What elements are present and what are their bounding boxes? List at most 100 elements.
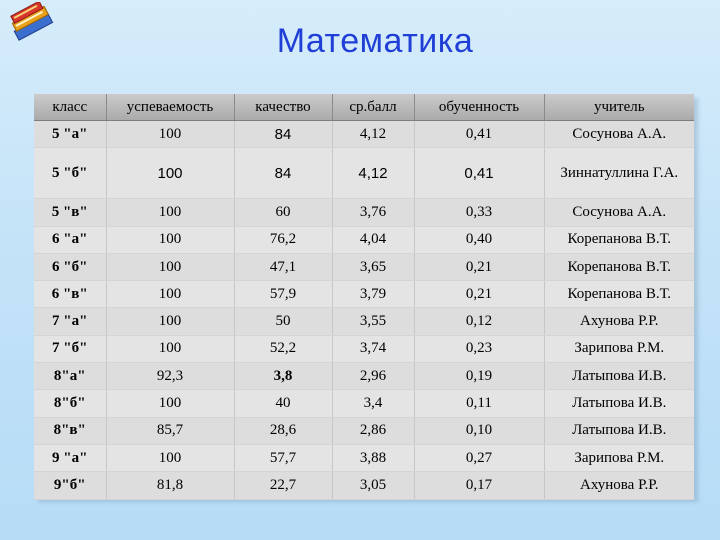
- table-row: 6 "а" 100 76,2 4,04 0,40 Корепанова В.Т.: [34, 226, 694, 254]
- table-row: 5 "а" 100 84 4,12 0,41 Сосунова А.А.: [34, 120, 694, 149]
- cell-class: 5 "а": [34, 120, 107, 149]
- cell-learning: 0,41: [414, 147, 545, 200]
- header-quality: качество: [234, 94, 333, 121]
- cell-teacher: Латыпова И.В.: [544, 362, 694, 391]
- cell-learning: 0,40: [414, 226, 545, 254]
- cell-teacher: Корепанова В.Т.: [544, 280, 694, 309]
- header-learning: обученность: [414, 94, 545, 121]
- cell-quality: 57,7: [234, 444, 333, 473]
- table-row: 6 "б" 100 47,1 3,65 0,21 Корепанова В.Т.: [34, 253, 694, 282]
- cell-quality: 22,7: [234, 471, 333, 500]
- cell-teacher: Латыпова И.В.: [544, 389, 694, 418]
- table-row: 7 "б" 100 52,2 3,74 0,23 Зарипова Р.М.: [34, 335, 694, 364]
- cell-quality: 84: [234, 147, 333, 200]
- cell-learning: 0,33: [414, 198, 545, 227]
- cell-teacher: Корепанова В.Т.: [544, 226, 694, 254]
- cell-average: 2,96: [332, 362, 415, 391]
- grades-table: класс успеваемость качество ср.балл обученно…: [34, 94, 694, 500]
- cell-class: 8"в": [34, 417, 107, 445]
- table-row: 8"в" 85,7 28,6 2,86 0,10 Латыпова И.В.: [34, 417, 694, 445]
- table-header-row: класс успеваемость качество ср.балл обученно…: [34, 94, 694, 121]
- cell-progress: 92,3: [106, 362, 235, 391]
- cell-progress: 100: [106, 280, 235, 309]
- cell-progress: 100: [106, 147, 235, 200]
- header-teacher: учитель: [544, 94, 694, 121]
- cell-average: 4,12: [332, 147, 415, 200]
- cell-quality: 60: [234, 198, 333, 227]
- table-row: 6 "в" 100 57,9 3,79 0,21 Корепанова В.Т.: [34, 280, 694, 309]
- header-average: ср.балл: [332, 94, 415, 121]
- cell-class: 7 "а": [34, 307, 107, 336]
- cell-teacher: Ахунова Р.Р.: [544, 307, 694, 336]
- cell-class: 7 "б": [34, 335, 107, 364]
- cell-teacher: Ахунова Р.Р.: [544, 471, 694, 500]
- cell-progress: 85,7: [106, 417, 235, 445]
- cell-quality: 47,1: [234, 253, 333, 282]
- cell-average: 2,86: [332, 417, 415, 445]
- page-title: Математика: [276, 22, 474, 60]
- cell-average: 3,55: [332, 307, 415, 336]
- table-row: 9 "а" 100 57,7 3,88 0,27 Зарипова Р.М.: [34, 444, 694, 473]
- cell-progress: 100: [106, 120, 235, 149]
- cell-class: 9 "а": [34, 444, 107, 473]
- cell-progress: 100: [106, 253, 235, 282]
- grades-table-container: класс успеваемость качество ср.балл обученно…: [34, 94, 694, 500]
- cell-average: 4,04: [332, 226, 415, 254]
- cell-average: 3,74: [332, 335, 415, 364]
- table-row: 8"б" 100 40 3,4 0,11 Латыпова И.В.: [34, 389, 694, 418]
- cell-learning: 0,23: [414, 335, 545, 364]
- cell-class: 5 "б": [34, 147, 107, 200]
- cell-quality: 57,9: [234, 280, 333, 309]
- cell-class: 9"б": [34, 471, 107, 500]
- cell-class: 8"б": [34, 389, 107, 418]
- cell-average: 3,79: [332, 280, 415, 309]
- cell-teacher: Сосунова А.А.: [544, 198, 694, 227]
- cell-average: 3,65: [332, 253, 415, 282]
- table-row: 8"а" 92,3 3,8 2,96 0,19 Латыпова И.В.: [34, 362, 694, 391]
- cell-quality: 40: [234, 389, 333, 418]
- cell-learning: 0,10: [414, 417, 545, 445]
- table-row: 5 "в" 100 60 3,76 0,33 Сосунова А.А.: [34, 198, 694, 227]
- cell-progress: 100: [106, 198, 235, 227]
- cell-learning: 0,41: [414, 120, 545, 149]
- cell-learning: 0,11: [414, 389, 545, 418]
- cell-teacher: Корепанова В.Т.: [544, 253, 694, 282]
- cell-progress: 100: [106, 335, 235, 364]
- cell-progress: 81,8: [106, 471, 235, 500]
- cell-teacher: Зарипова Р.М.: [544, 444, 694, 473]
- cell-learning: 0,19: [414, 362, 545, 391]
- cell-teacher: Сосунова А.А.: [544, 120, 694, 149]
- cell-progress: 100: [106, 226, 235, 254]
- cell-progress: 100: [106, 444, 235, 473]
- cell-class: 6 "а": [34, 226, 107, 254]
- cell-class: 5 "в": [34, 198, 107, 227]
- cell-learning: 0,17: [414, 471, 545, 500]
- table-row: 7 "а" 100 50 3,55 0,12 Ахунова Р.Р.: [34, 307, 694, 336]
- cell-class: 6 "в": [34, 280, 107, 309]
- table-row: 9"б" 81,8 22,7 3,05 0,17 Ахунова Р.Р.: [34, 471, 694, 500]
- cell-quality: 28,6: [234, 417, 333, 445]
- cell-learning: 0,27: [414, 444, 545, 473]
- cell-average: 4,12: [332, 120, 415, 149]
- table-row: 5 "б" 100 84 4,12 0,41 Зиннатуллина Г.А.: [34, 147, 694, 200]
- cell-quality: 52,2: [234, 335, 333, 364]
- books-icon: [4, 0, 62, 50]
- cell-teacher: Латыпова И.В.: [544, 417, 694, 445]
- cell-learning: 0,21: [414, 280, 545, 309]
- cell-quality: 84: [234, 120, 333, 149]
- cell-learning: 0,12: [414, 307, 545, 336]
- cell-progress: 100: [106, 389, 235, 418]
- header-class: класс: [34, 94, 107, 121]
- table-body: 5 "а" 100 84 4,12 0,41 Сосунова А.А. 5 "б" 100 8…: [34, 120, 694, 500]
- cell-class: 8"а": [34, 362, 107, 391]
- cell-progress: 100: [106, 307, 235, 336]
- cell-learning: 0,21: [414, 253, 545, 282]
- cell-average: 3,76: [332, 198, 415, 227]
- cell-quality: 50: [234, 307, 333, 336]
- cell-teacher: Зиннатуллина Г.А.: [544, 147, 694, 200]
- cell-average: 3,4: [332, 389, 415, 418]
- cell-quality: 3,8: [234, 362, 333, 391]
- header-progress: успеваемость: [106, 94, 235, 121]
- cell-average: 3,05: [332, 471, 415, 500]
- cell-quality: 76,2: [234, 226, 333, 254]
